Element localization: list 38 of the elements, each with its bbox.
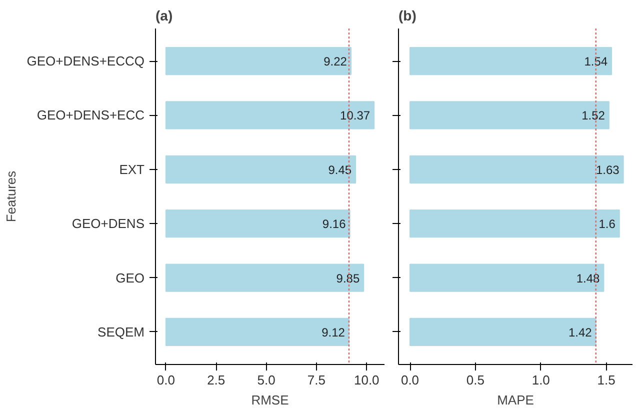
- data-label: 1.52: [582, 108, 606, 123]
- x-tick-label: 0.5: [466, 372, 484, 388]
- data-label: 1.54: [584, 54, 608, 69]
- x-tick-label: 1.5: [597, 372, 616, 388]
- chart-title: (a): [156, 8, 173, 24]
- data-label: 9.16: [322, 217, 346, 232]
- x-axis-title: RMSE: [251, 392, 290, 408]
- data-label: 9.22: [324, 54, 348, 69]
- data-label: 10.37: [340, 108, 370, 123]
- y-tick-label: GEO+DENS: [72, 216, 145, 232]
- y-tick-label: GEO+DENS+ECC: [36, 108, 145, 123]
- y-axis-title: Features: [4, 170, 19, 222]
- data-label: 9.85: [336, 271, 360, 286]
- x-tick-label: 10.0: [354, 372, 380, 388]
- x-tick-label: 5.0: [257, 372, 276, 388]
- y-tick-label: GEO: [116, 270, 145, 286]
- x-tick-label: 1.0: [532, 372, 550, 388]
- data-label: 1.42: [568, 325, 592, 340]
- y-tick-label: SEQEM: [98, 324, 145, 340]
- data-label: 9.12: [322, 325, 346, 340]
- x-axis-title: MAPE: [497, 392, 534, 408]
- chart-title: (b): [398, 8, 416, 24]
- bar: [410, 101, 610, 130]
- x-tick-label: 2.5: [207, 372, 226, 388]
- bar: [410, 46, 612, 76]
- data-label: 1.48: [576, 271, 600, 286]
- data-label: 9.45: [328, 162, 352, 177]
- data-label: 1.63: [596, 162, 620, 177]
- y-tick-label: GEO+DENS+ECCQ: [26, 54, 145, 69]
- data-label: 1.6: [598, 217, 616, 232]
- y-tick-label: EXT: [119, 162, 145, 177]
- bar: [410, 155, 624, 184]
- x-tick-label: 0.0: [400, 372, 420, 388]
- bar: [410, 210, 620, 238]
- bar: [410, 318, 596, 346]
- x-tick-label: 0.0: [156, 372, 175, 388]
- x-tick-label: 7.5: [307, 372, 326, 388]
- bar: [410, 264, 604, 292]
